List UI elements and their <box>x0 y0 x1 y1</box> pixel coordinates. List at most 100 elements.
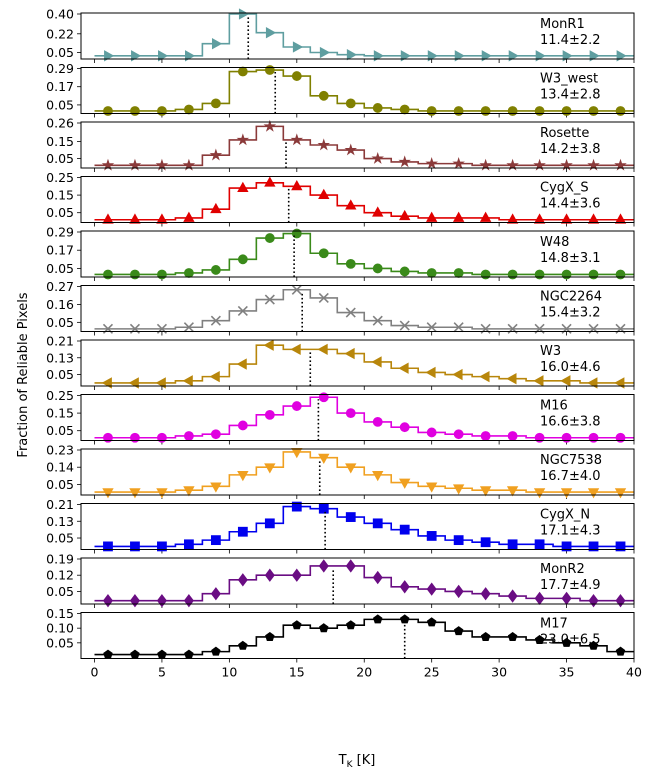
point-monr2 <box>291 568 302 582</box>
point-cygx-n <box>157 541 167 552</box>
point-monr2 <box>399 580 410 594</box>
point-w3 <box>317 343 328 356</box>
point-rosette <box>587 158 600 171</box>
point-m17 <box>372 614 383 624</box>
point-rosette <box>209 148 223 161</box>
point-monr1 <box>238 8 250 20</box>
point-cygx-n <box>318 503 329 514</box>
point-rosette <box>398 155 411 168</box>
panel-frame <box>80 612 635 659</box>
point-ngc2264 <box>345 307 356 318</box>
point-ngc2264 <box>237 305 248 317</box>
point-cygx-s <box>587 213 600 224</box>
y-tick-label: 0.05 <box>46 423 74 438</box>
point-m16 <box>157 432 167 443</box>
point-rosette <box>182 158 196 171</box>
point-m16 <box>237 420 248 431</box>
point-ngc7538 <box>560 488 573 499</box>
series-line-rosette <box>94 125 634 167</box>
point-ngc7538 <box>587 488 600 499</box>
point-ngc2264-stroke-b <box>318 292 329 303</box>
series-name-w3-west: W3_west <box>540 72 598 87</box>
point-w3 <box>182 375 193 387</box>
point-ngc2264-stroke-b <box>426 322 437 333</box>
point-monr2 <box>237 573 248 587</box>
x-tick-label: 30 <box>491 665 507 680</box>
point-w3-west <box>103 106 113 116</box>
point-cygx-s <box>452 211 465 222</box>
series-stat-m17: 23.0±6.5 <box>540 633 601 648</box>
point-m16 <box>453 429 464 440</box>
point-ngc7538 <box>210 482 222 493</box>
point-monr1 <box>427 50 439 62</box>
series-name-cygx-s: CygX_S <box>540 181 589 196</box>
point-m16 <box>426 427 437 438</box>
point-m17 <box>157 649 167 659</box>
point-w48 <box>345 258 356 269</box>
point-rosette <box>506 158 519 171</box>
point-m17 <box>453 626 464 636</box>
point-w48 <box>130 269 140 280</box>
point-monr2 <box>507 589 518 603</box>
point-w48 <box>318 248 329 259</box>
point-ngc7538 <box>399 478 411 489</box>
point-w3-west <box>345 98 356 109</box>
series-line-w3 <box>94 344 634 384</box>
point-monr1 <box>454 50 465 62</box>
point-m16 <box>372 416 383 427</box>
point-ngc2264 <box>372 315 383 326</box>
point-w3 <box>479 370 490 383</box>
point-ngc2264-stroke-b <box>183 322 194 333</box>
point-w3 <box>101 377 112 389</box>
point-monr1 <box>158 50 169 62</box>
point-cygx-s <box>614 213 627 224</box>
x-tick-label: 15 <box>289 665 305 680</box>
series-stat-rosette: 14.2±3.8 <box>540 142 601 157</box>
series-stat-monr1: 11.4±2.2 <box>540 33 601 48</box>
point-m16 <box>184 431 194 441</box>
point-rosette <box>317 138 331 151</box>
point-cygx-s <box>210 202 222 214</box>
point-w48 <box>103 269 113 280</box>
series-name-rosette: Rosette <box>540 126 589 141</box>
point-rosette <box>155 158 169 171</box>
point-w3-west <box>534 106 545 116</box>
series-line-w48 <box>94 232 634 276</box>
point-w3-west <box>130 106 140 116</box>
point-monr2 <box>318 559 329 573</box>
point-m17 <box>399 614 410 624</box>
point-w3-west <box>372 103 383 113</box>
point-m17 <box>426 617 437 627</box>
y-tick-label: 0.40 <box>46 7 74 22</box>
point-cygx-s <box>533 213 546 224</box>
point-monr1 <box>292 41 304 53</box>
y-tick-label: 0.17 <box>46 243 74 258</box>
point-w3 <box>452 368 463 381</box>
point-monr2 <box>426 582 437 596</box>
point-m16 <box>534 432 545 443</box>
point-ngc7538 <box>506 486 519 497</box>
point-m16 <box>291 401 302 411</box>
point-m17 <box>103 649 113 659</box>
point-cygx-n <box>372 518 383 529</box>
point-rosette <box>290 133 304 146</box>
point-rosette <box>236 133 250 146</box>
series-stat-cygx-s: 14.4±3.6 <box>540 197 601 212</box>
point-w3-west <box>426 106 437 116</box>
point-rosette <box>101 158 115 171</box>
point-ngc7538 <box>479 486 492 497</box>
point-w3 <box>587 377 598 389</box>
point-cygx-n <box>480 537 491 548</box>
x-axis-label: TK [K] <box>338 753 376 770</box>
point-rosette <box>533 158 546 171</box>
y-tick-label: 0.21 <box>46 334 74 349</box>
point-cygx-s <box>264 176 276 187</box>
point-w48 <box>264 233 275 243</box>
point-ngc2264 <box>210 315 221 326</box>
y-tick-label: 0.05 <box>46 151 74 166</box>
point-cygx-n <box>184 539 194 550</box>
